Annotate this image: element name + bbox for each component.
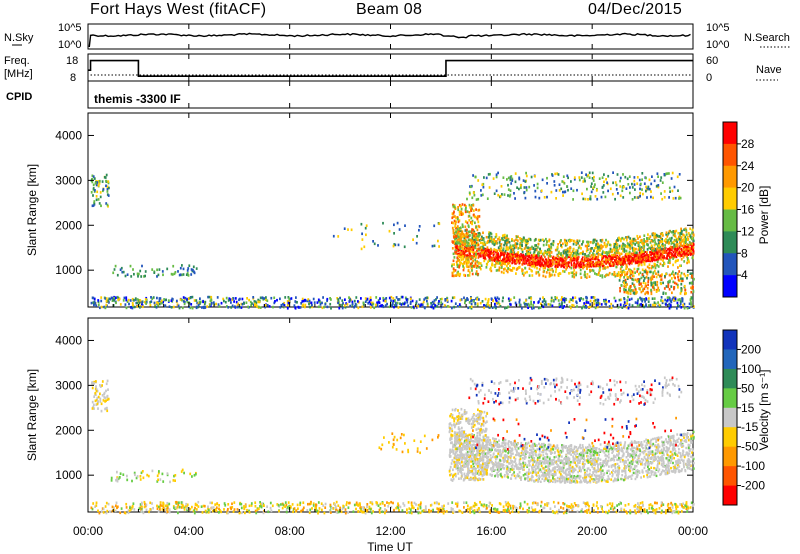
range-tick-label: 2000 [55,423,82,437]
velocity-heatmap [90,376,695,515]
time-tick-label: 08:00 [275,524,305,538]
freq-unit-label: [MHz] [4,68,33,80]
colorbar-tick-label: 100 [741,362,761,376]
power-cbar-label: Power [dB] [757,186,771,245]
freq-step-path [88,59,693,77]
search-tick-bottom: 10^0 [706,39,730,51]
sky-tick-top: 10^5 [58,22,82,34]
colorbar-cell [723,122,737,145]
time-tick-label: 00:00 [678,524,708,538]
range-tick-label: 2000 [55,218,82,232]
freq-line [88,59,693,77]
range-tick-label: 3000 [55,173,82,187]
colorbar-cell [723,231,737,254]
colorbar-cell [723,165,737,188]
colorbar-tick-label: 15 [741,401,755,415]
beam-label: Beam 08 [356,1,423,18]
colorbar-tick-label: -200 [741,479,765,493]
colorbar-tick-label: 16 [741,203,755,217]
time-axis-label: Time UT [367,540,413,554]
colorbar-cell [723,143,737,167]
colorbar-cell [723,253,737,276]
colorbar-tick-label: -50 [741,440,759,454]
range-ticks: 1000 2000 3000 4000 1000 2000 3000 4000 [55,128,693,482]
search-tick-top: 10^5 [706,22,730,34]
range-tick-label: 4000 [55,333,82,347]
power-ylabel: Slant Range [km] [25,164,39,256]
velocity-panel-frame [87,317,694,513]
time-ticks: 00:00 04:00 08:00 12:00 16:00 20:00 00:00 [73,24,708,538]
colorbar-tick-label: 200 [741,342,761,356]
velocity-cbar-label: Velocity [m s⁻¹] [757,369,771,450]
colorbar-cell [723,330,737,350]
nsearch-label: N.Search [744,32,790,44]
colorbar-tick-label: 20 [741,181,755,195]
time-tick-label: 00:00 [73,524,103,538]
nave-label: Nave [756,64,782,76]
date-label: 04/Dec/2015 [588,1,683,18]
colorbar-cell [723,368,737,389]
colorbar-tick-label: -15 [741,420,759,434]
velocity-colorbar: 200 100 50 15 -15 -50 -100 -200 [722,329,765,506]
sky-noise-path [88,32,691,48]
time-tick-label: 20:00 [577,524,607,538]
range-tick-label: 1000 [55,263,82,277]
power-heatmap [90,171,695,310]
colorbar-tick-label: 50 [741,381,755,395]
colorbar-cell [723,275,737,298]
colorbar-cell [723,187,737,210]
sky-tick-bottom: 10^0 [58,39,82,51]
cpid-label: CPID [6,91,32,103]
colorbar-tick-label: 12 [741,224,755,238]
colorbar-cell [723,485,737,506]
sky-noise-line [88,32,691,48]
freq-tick-top: 18 [66,55,78,67]
nave-tick-bottom: 0 [706,72,712,84]
velocity-ylabel: Slant Range [km] [25,369,39,461]
range-tick-label: 1000 [55,468,82,482]
colorbar-cell [723,209,737,232]
time-tick-label: 04:00 [174,524,204,538]
time-tick-label: 16:00 [476,524,506,538]
freq-label: Freq. [4,55,30,67]
station-title: Fort Hays West (fitACF) [90,1,267,18]
nsky-label: N.Sky [4,32,34,44]
colorbar-tick-label: 24 [741,159,755,173]
colorbar-cell [723,349,737,370]
freq-tick-bottom: 8 [70,72,76,84]
colorbar-cell [723,427,737,447]
colorbar-cell [723,466,737,486]
range-tick-label: 4000 [55,128,82,142]
time-tick-label: 12:00 [375,524,405,538]
colorbar-tick-label: -100 [741,459,765,473]
colorbar-cell [723,446,737,467]
colorbar-tick-label: 28 [741,137,755,151]
colorbar-cell [723,407,737,428]
colorbar-tick-label: 8 [741,246,748,260]
cpid-program: themis -3300 IF [94,92,181,106]
colorbar-cell [723,388,737,409]
range-tick-label: 3000 [55,378,82,392]
nave-tick-top: 60 [706,55,718,67]
power-colorbar: 28 24 20 16 12 8 4 [722,121,755,298]
colorbar-tick-label: 4 [741,268,748,282]
